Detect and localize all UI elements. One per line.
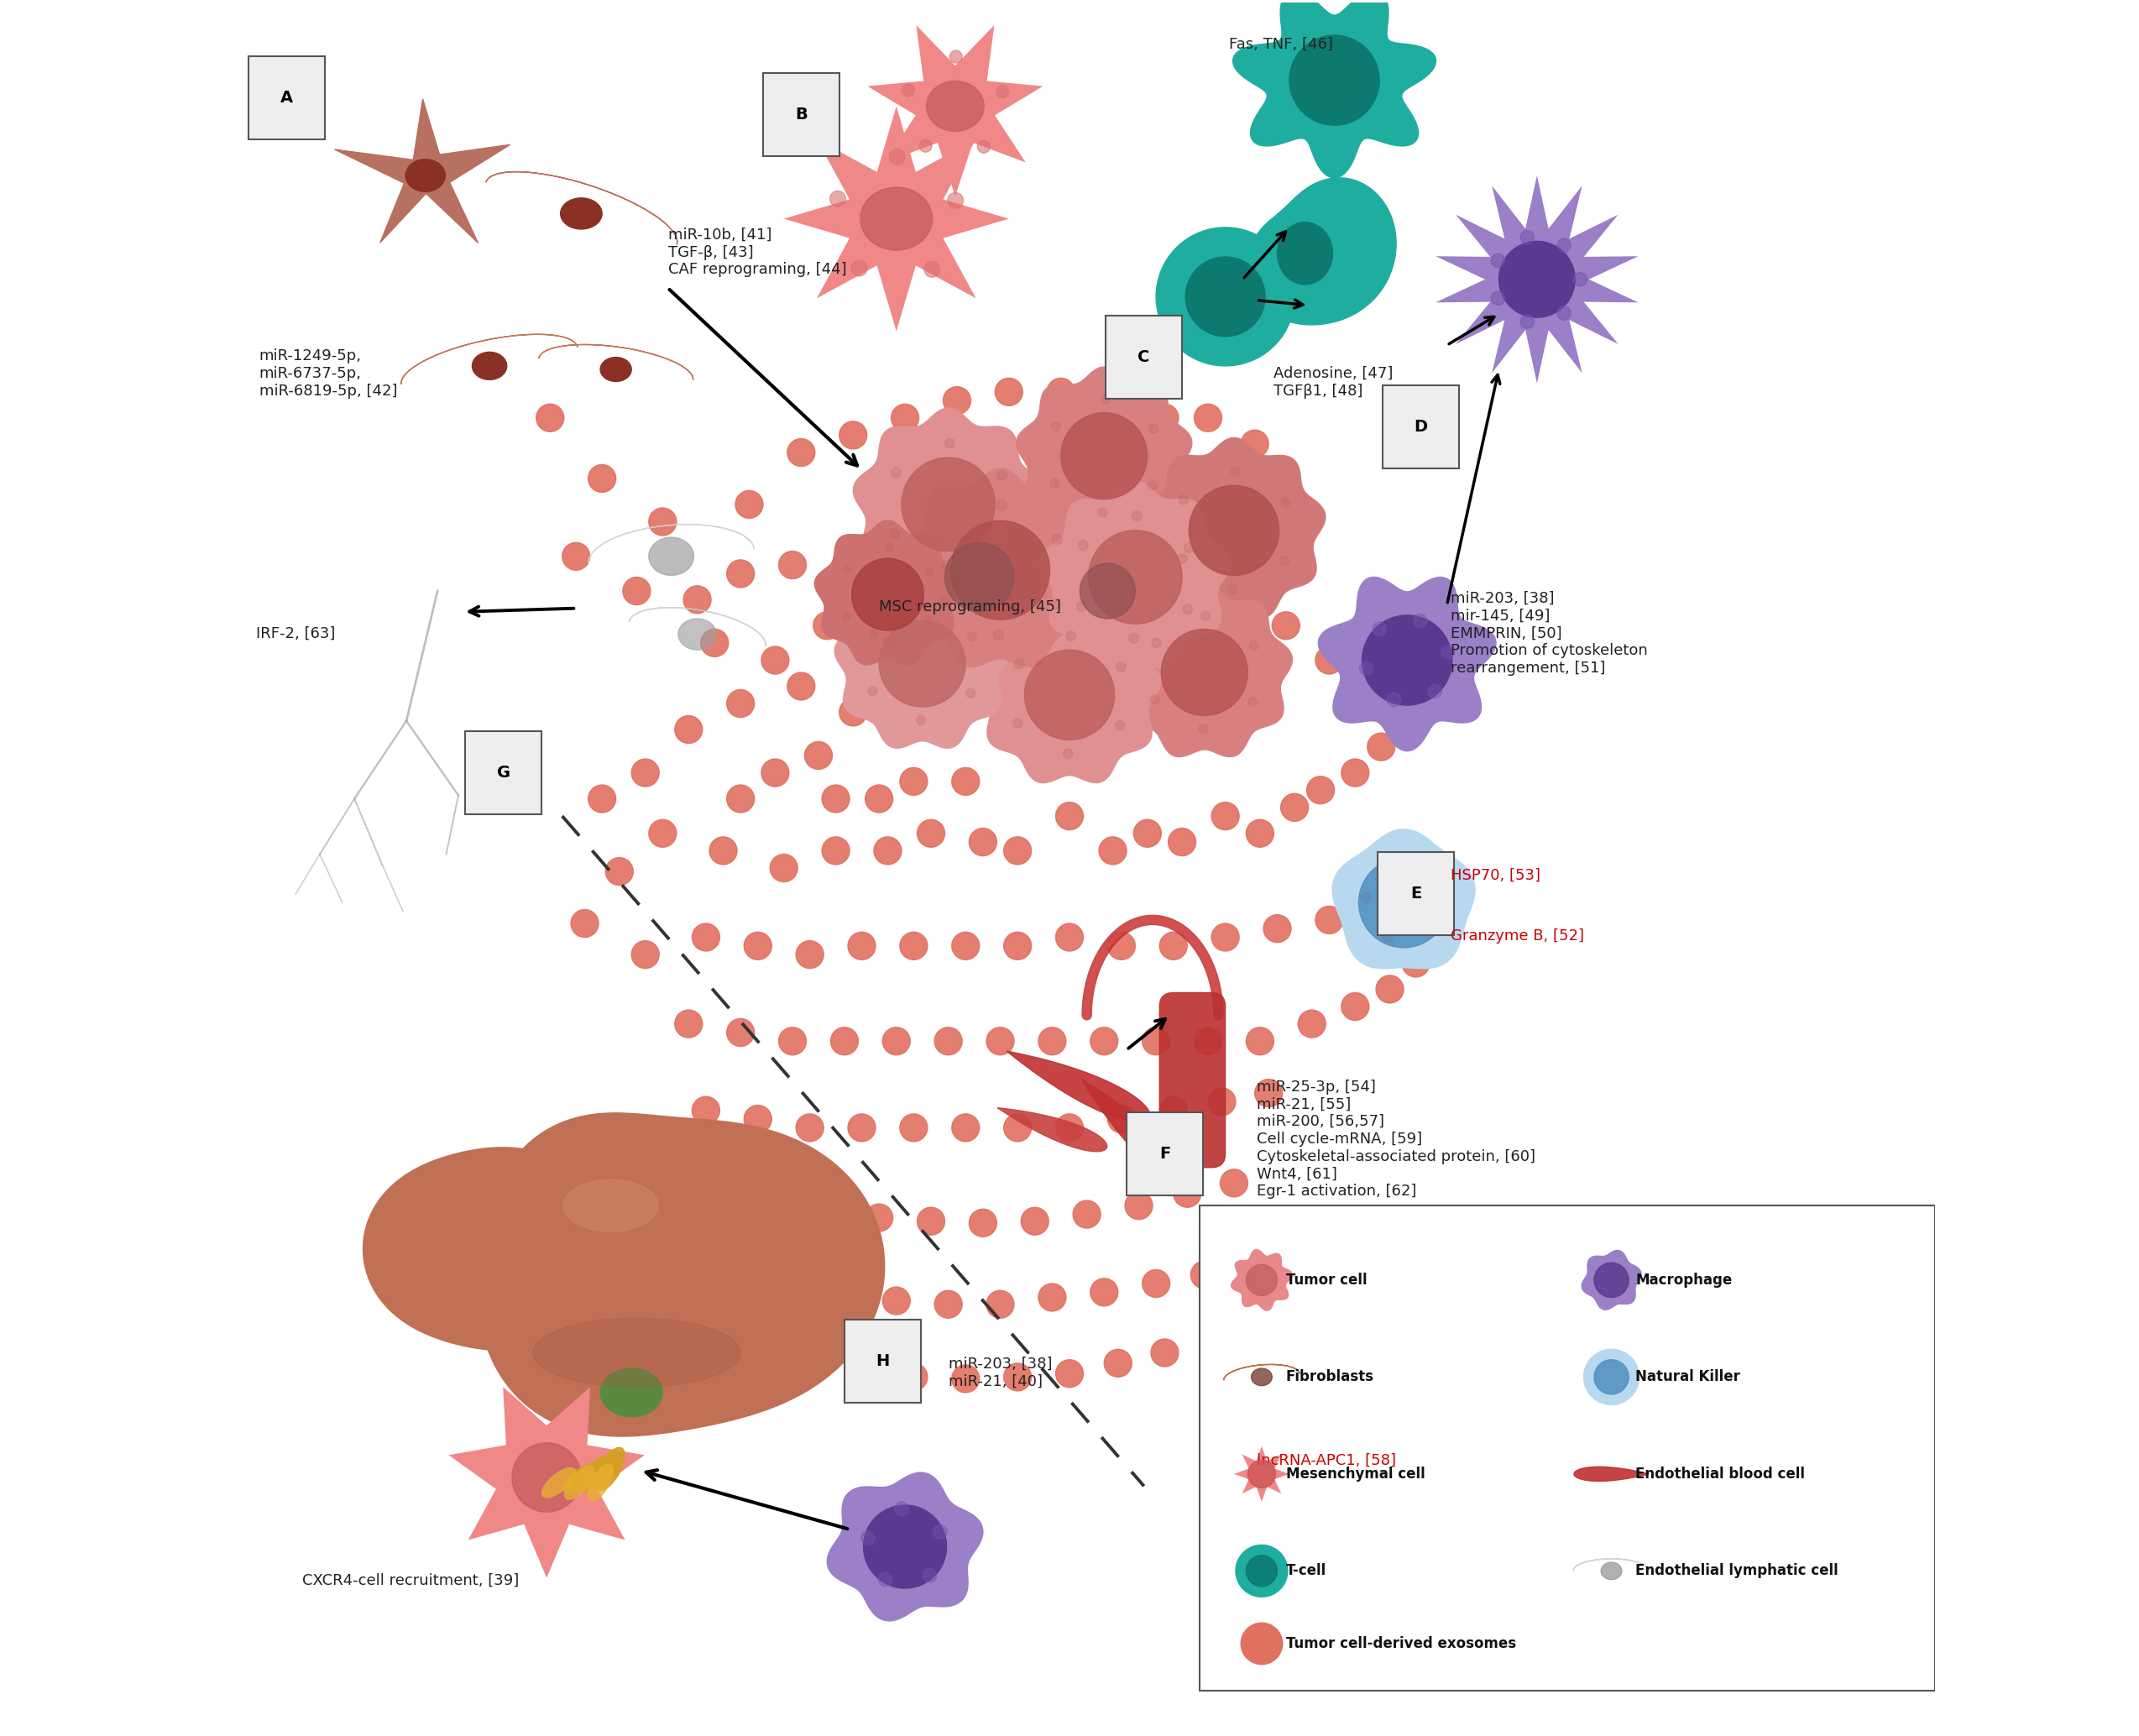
Circle shape — [821, 837, 849, 865]
Ellipse shape — [1363, 615, 1452, 705]
Circle shape — [864, 785, 892, 812]
Circle shape — [918, 1207, 945, 1234]
Circle shape — [813, 1200, 841, 1227]
Circle shape — [1057, 924, 1082, 951]
Circle shape — [1057, 1115, 1082, 1142]
Circle shape — [838, 698, 866, 726]
Circle shape — [1279, 556, 1290, 566]
Circle shape — [978, 141, 990, 153]
Circle shape — [992, 630, 1003, 641]
Circle shape — [779, 550, 806, 578]
Text: Granzyme B, [52]: Granzyme B, [52] — [1450, 929, 1583, 944]
Text: IRF-2, [63]: IRF-2, [63] — [257, 625, 336, 641]
Circle shape — [830, 1028, 858, 1055]
Text: H: H — [875, 1354, 890, 1370]
Circle shape — [901, 932, 928, 960]
Ellipse shape — [541, 1467, 575, 1498]
Text: E: E — [1410, 885, 1420, 903]
Circle shape — [1099, 837, 1127, 865]
Circle shape — [1521, 314, 1534, 328]
Circle shape — [1386, 693, 1401, 707]
FancyBboxPatch shape — [1159, 993, 1226, 1168]
Circle shape — [997, 470, 1007, 481]
Polygon shape — [1224, 1364, 1301, 1380]
Circle shape — [997, 85, 1010, 97]
Circle shape — [1219, 1170, 1247, 1196]
Circle shape — [892, 404, 920, 432]
Circle shape — [1401, 950, 1429, 977]
Circle shape — [939, 531, 950, 542]
Circle shape — [920, 139, 933, 153]
Circle shape — [1091, 1278, 1119, 1305]
Circle shape — [770, 854, 798, 882]
Ellipse shape — [588, 1463, 614, 1502]
Circle shape — [1151, 694, 1159, 705]
Text: miR-1249-5p,
miR-6737-5p,
miR-6819-5p, [42]: miR-1249-5p, miR-6737-5p, miR-6819-5p, [… — [259, 349, 398, 399]
Circle shape — [622, 576, 650, 604]
Circle shape — [967, 689, 975, 698]
Ellipse shape — [901, 458, 995, 552]
Circle shape — [674, 715, 702, 743]
Polygon shape — [783, 106, 1010, 332]
Circle shape — [1097, 509, 1108, 517]
Circle shape — [796, 1356, 824, 1384]
Text: T-cell: T-cell — [1286, 1564, 1326, 1578]
Circle shape — [935, 1290, 963, 1318]
Circle shape — [1050, 422, 1061, 431]
Circle shape — [1003, 1363, 1031, 1391]
Circle shape — [883, 559, 911, 587]
Circle shape — [744, 1106, 772, 1134]
Circle shape — [1108, 932, 1136, 960]
Circle shape — [761, 1191, 789, 1219]
Circle shape — [915, 715, 926, 724]
Ellipse shape — [578, 1455, 616, 1491]
Circle shape — [1392, 715, 1420, 743]
Circle shape — [1108, 1106, 1136, 1134]
Circle shape — [648, 819, 676, 847]
Text: CXCR4-cell recruitment, [39]: CXCR4-cell recruitment, [39] — [302, 1573, 520, 1588]
Circle shape — [868, 630, 879, 639]
Circle shape — [1230, 467, 1241, 476]
Polygon shape — [901, 469, 1102, 667]
Polygon shape — [828, 1472, 984, 1621]
Ellipse shape — [1161, 628, 1247, 715]
Polygon shape — [588, 524, 755, 562]
Circle shape — [847, 1359, 875, 1387]
FancyBboxPatch shape — [1127, 1113, 1202, 1194]
Circle shape — [901, 767, 928, 795]
Circle shape — [588, 465, 616, 493]
Circle shape — [1129, 634, 1138, 644]
Ellipse shape — [1089, 529, 1183, 623]
Polygon shape — [1318, 576, 1495, 752]
Circle shape — [796, 1115, 824, 1142]
Circle shape — [796, 941, 824, 969]
Circle shape — [950, 50, 963, 62]
Circle shape — [761, 759, 789, 786]
Circle shape — [736, 491, 764, 519]
Text: miR-25-3p, [54]
miR-21, [55]
miR-200, [56,57]
Cell cycle-mRNA, [59]
Cytoskeletal: miR-25-3p, [54] miR-21, [55] miR-200, [5… — [1256, 1080, 1536, 1200]
Text: miR-203, [38]
miR-21, [40]: miR-203, [38] miR-21, [40] — [948, 1356, 1052, 1389]
Circle shape — [830, 559, 858, 587]
Circle shape — [935, 1028, 963, 1055]
Circle shape — [1014, 660, 1025, 668]
Ellipse shape — [601, 1368, 663, 1417]
Ellipse shape — [1594, 1359, 1628, 1394]
Circle shape — [744, 932, 772, 960]
Circle shape — [1046, 378, 1074, 406]
Circle shape — [1241, 431, 1268, 458]
Ellipse shape — [1358, 858, 1448, 948]
Circle shape — [702, 628, 729, 656]
Circle shape — [682, 585, 710, 613]
Circle shape — [1134, 819, 1161, 847]
Text: miR-10b, [41]
TGF-β, [43]
CAF reprograming, [44]: miR-10b, [41] TGF-β, [43] CAF reprogrami… — [667, 227, 847, 278]
Polygon shape — [539, 344, 693, 380]
Circle shape — [1281, 793, 1309, 821]
Circle shape — [1183, 604, 1194, 615]
Ellipse shape — [851, 559, 924, 630]
Circle shape — [1241, 1623, 1283, 1665]
Circle shape — [787, 672, 815, 700]
Circle shape — [843, 613, 849, 621]
Polygon shape — [1435, 175, 1638, 384]
Circle shape — [1228, 585, 1236, 594]
Circle shape — [1191, 1260, 1219, 1288]
